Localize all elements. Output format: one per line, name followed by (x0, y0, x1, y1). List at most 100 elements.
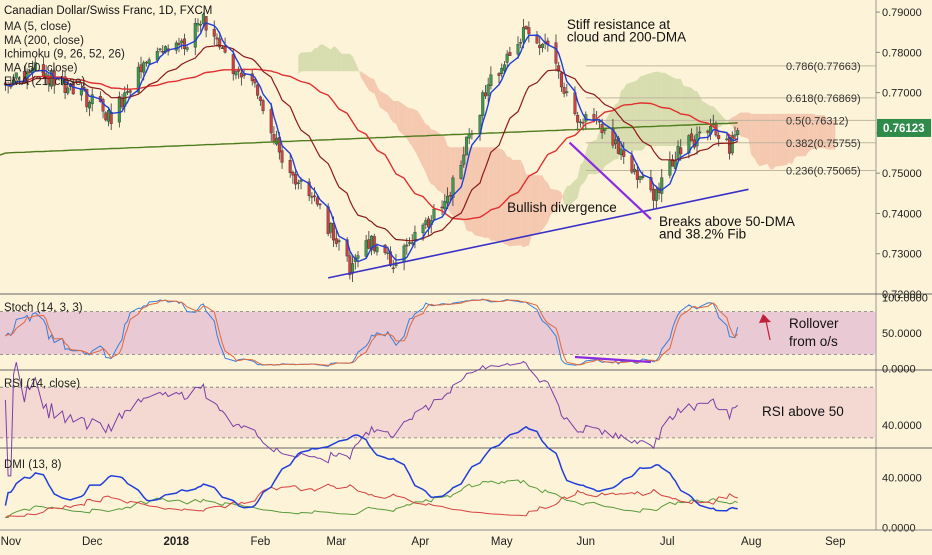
candle-body (467, 134, 471, 139)
cloud-segment (409, 108, 413, 147)
cloud-segment (471, 147, 475, 236)
indicator-label-2: Ichimoku (9, 26, 52, 26) (4, 49, 125, 61)
candle-body (234, 71, 238, 76)
divergence-trendline-price (568, 141, 652, 220)
cloud-segment (816, 115, 825, 149)
x-tick-label-10: Sep (825, 536, 845, 548)
candle-body (464, 136, 468, 156)
cloud-segment (398, 100, 407, 139)
candle-body (421, 224, 425, 234)
candle-body (63, 76, 67, 93)
cloud-segment (640, 75, 643, 151)
cloud-segment (770, 113, 773, 170)
candle-body (725, 138, 729, 141)
cloud-segment (683, 85, 692, 147)
candle-body (538, 44, 542, 49)
candle-body (90, 94, 94, 105)
candle-body (557, 65, 561, 72)
fib-label-1: 0.618(0.76869) (786, 93, 861, 105)
stoch-band (0, 311, 876, 355)
fib-label-0: 0.786(0.77663) (786, 61, 861, 73)
candle-body (215, 37, 219, 40)
indicator-label-0: MA (5, close) (4, 21, 71, 33)
price-y-tick-label-1: 0.78000 (882, 47, 922, 59)
candle-body (554, 42, 558, 64)
candle-body (185, 47, 189, 50)
x-tick-label-9: Aug (741, 536, 761, 548)
cloud-segment (577, 164, 581, 199)
candle-body (578, 121, 582, 124)
candle-body (367, 239, 371, 249)
candle-body (633, 168, 637, 173)
cloud-segment (599, 127, 603, 173)
candle-body (310, 196, 314, 198)
cloud-segment (539, 175, 543, 233)
candle-body (408, 242, 412, 244)
ma5-line (5, 22, 739, 263)
candle-body (576, 114, 580, 123)
cloud-segment (699, 95, 703, 134)
cloud-segment (311, 48, 315, 72)
candle-body (649, 177, 653, 191)
cloud-segment (558, 190, 562, 208)
cloud-segment (425, 124, 429, 181)
cloud-segment (794, 113, 798, 159)
fib-label-3: 0.382(0.75755) (786, 138, 861, 150)
candle-body (142, 62, 146, 73)
candle-body (462, 154, 466, 165)
candle-body (565, 91, 569, 93)
cloud-segment (320, 44, 323, 72)
cloud-segment (737, 112, 741, 137)
candle-body (527, 27, 531, 35)
candle-body (79, 88, 83, 96)
candle-body (383, 244, 387, 253)
rsi-annotation-0: RSI above 50 (762, 404, 844, 419)
candle-body (622, 150, 626, 157)
candle-body (508, 52, 512, 56)
price-annotation-4: and 38.2% Fib (659, 226, 746, 241)
candle-body (258, 96, 262, 101)
candle-body (239, 72, 243, 78)
candle-body (445, 195, 449, 204)
price-y-tick-label-4: 0.75000 (882, 168, 922, 180)
candle-body (291, 172, 295, 176)
cloud-segment (564, 186, 567, 206)
stoch-d-line (5, 299, 739, 366)
candle-body (348, 255, 352, 276)
cloud-segment (547, 182, 551, 223)
candle-body (174, 42, 178, 51)
candle-body (502, 64, 506, 71)
candle-body (489, 74, 493, 87)
candle-body (326, 206, 330, 234)
candle-body (296, 182, 300, 185)
candle-body (630, 155, 634, 173)
candle-body (231, 54, 235, 74)
candle-body (272, 134, 276, 143)
cloud-segment (436, 131, 445, 195)
cloud-segment (645, 72, 654, 147)
candle-body (516, 44, 520, 55)
cloud-segment (485, 147, 489, 239)
price-y-tick-label-2: 0.77000 (882, 88, 922, 100)
candle-body (329, 223, 333, 233)
x-tick-label-4: Mar (326, 536, 346, 548)
cloud-segment (813, 113, 817, 150)
cloud-segment (797, 113, 806, 157)
indicator-label-4: EMA (21, close) (4, 76, 85, 88)
candle-body (690, 133, 694, 142)
x-tick-label-8: Jul (660, 536, 675, 548)
candle-body (519, 42, 523, 44)
cloud-segment (414, 109, 418, 157)
candle-body (158, 48, 162, 51)
candle-body (375, 246, 379, 253)
candle-body (486, 84, 490, 96)
candle-body (592, 114, 596, 120)
candle-body (451, 177, 455, 198)
cloud-segment (786, 113, 790, 165)
candle-body (679, 147, 683, 155)
candle-body (196, 23, 200, 26)
candle-body (410, 242, 414, 245)
cloud-segment (653, 71, 657, 147)
